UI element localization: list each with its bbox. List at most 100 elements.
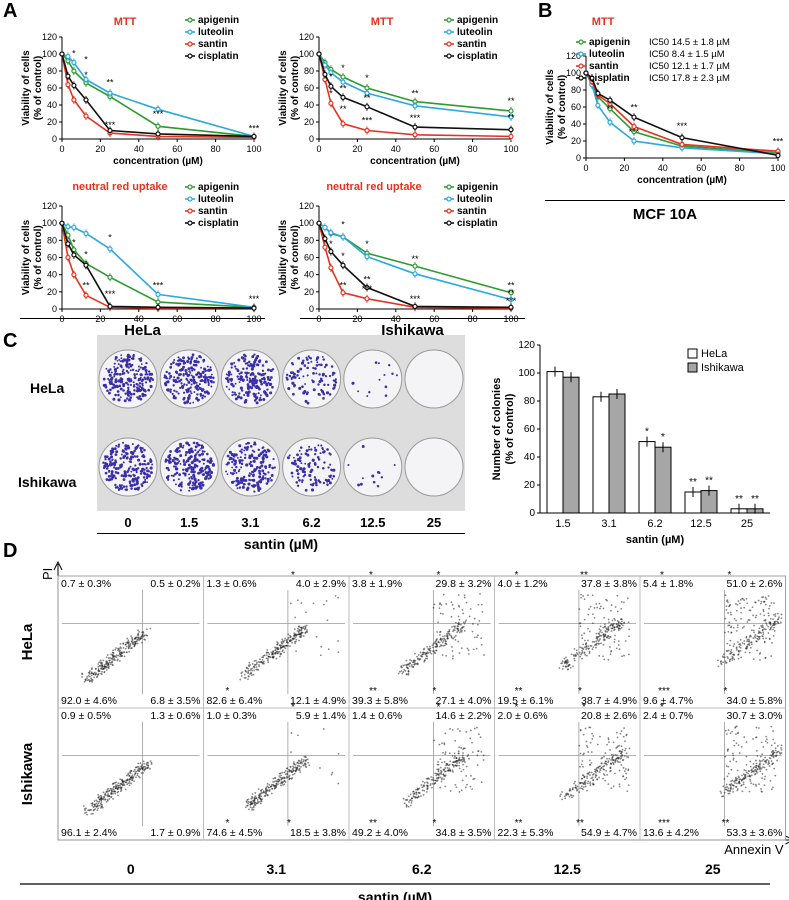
event-dot: [443, 778, 445, 781]
event-dot: [607, 629, 610, 632]
significance-mark: ***: [773, 136, 784, 146]
colony-dot: [179, 444, 183, 448]
event-dot: [91, 804, 94, 807]
event-dot: [456, 764, 458, 767]
event-dot: [596, 778, 598, 781]
event-dot: [750, 768, 753, 771]
event-dot: [761, 624, 764, 627]
event-dot: [407, 663, 410, 666]
colony-dot: [146, 481, 148, 484]
event-dot: [737, 657, 740, 660]
event-dot: [625, 777, 628, 779]
event-dot: [623, 727, 626, 730]
event-dot: [133, 768, 136, 771]
event-dot: [736, 789, 739, 792]
significance-mark: **: [411, 89, 419, 99]
event-dot: [741, 642, 744, 644]
event-dot: [439, 638, 442, 641]
event-dot: [603, 626, 606, 628]
event-dot: [425, 652, 428, 654]
event-dot: [444, 732, 447, 735]
event-dot: [113, 790, 116, 793]
colony-dot: [200, 466, 204, 470]
point-santin: [340, 290, 346, 296]
event-dot: [418, 791, 420, 794]
event-dot: [475, 647, 478, 650]
event-dot: [739, 638, 742, 641]
colony-dot: [148, 380, 152, 383]
colony-dot: [117, 488, 121, 491]
colony-dot: [139, 385, 142, 388]
point-luteolin: [340, 79, 346, 85]
event-dot: [271, 787, 274, 790]
event-dot: [591, 732, 593, 735]
colony-dot: [144, 478, 147, 481]
colony-dot: [230, 377, 233, 381]
event-dot: [607, 634, 609, 637]
event-dot: [133, 640, 136, 643]
event-dot: [771, 641, 773, 644]
event-dot: [287, 638, 289, 640]
event-dot: [617, 629, 620, 632]
colony-dot: [231, 460, 234, 464]
quadrant-upper-left: 2.4 ± 0.7%: [643, 710, 693, 722]
event-dot: [468, 757, 470, 760]
colony-dot: [198, 449, 201, 452]
event-dot: [90, 678, 93, 681]
event-dot: [100, 795, 103, 798]
event-dot: [586, 746, 589, 749]
colony-dot: [265, 482, 269, 485]
event-dot: [591, 776, 594, 779]
event-dot: [738, 782, 741, 785]
point-apigenin: [155, 123, 161, 129]
colony-dot: [227, 370, 231, 374]
event-dot: [286, 772, 289, 775]
event-dot: [263, 660, 265, 663]
event-dot: [251, 807, 254, 809]
point-cisplatin: [83, 97, 89, 103]
annexin-arrow-icon: [785, 835, 789, 845]
event-dot: [729, 784, 732, 787]
colony-dot: [233, 462, 237, 466]
colony-dot: [232, 458, 235, 461]
event-dot: [617, 644, 620, 646]
y-axis-label: Viability of cells(% of control): [278, 219, 301, 295]
event-dot: [444, 767, 447, 769]
event-dot: [97, 663, 100, 665]
event-dot: [586, 775, 588, 778]
event-dot: [277, 783, 279, 786]
event-dot: [283, 644, 286, 647]
event-dot: [734, 602, 737, 605]
event-dot: [94, 667, 97, 670]
event-dot: [268, 783, 271, 786]
colony-dot: [102, 461, 105, 464]
y-axis-label: Viability of cells(% of control): [545, 69, 568, 145]
event-dot: [267, 651, 270, 654]
event-dot: [476, 764, 479, 767]
colony-dot: [163, 374, 166, 377]
event-dot: [476, 623, 479, 626]
colony-dot: [176, 380, 179, 384]
event-dot: [595, 642, 598, 645]
event-dot: [112, 651, 115, 654]
event-dot: [582, 786, 585, 788]
event-dot: [565, 794, 567, 796]
event-dot: [591, 613, 594, 616]
event-dot: [93, 676, 96, 679]
event-dot: [401, 672, 404, 675]
colony-dot: [295, 469, 299, 473]
event-dot: [592, 646, 595, 649]
event-dot: [415, 793, 418, 796]
event-dot: [624, 740, 626, 743]
event-dot: [745, 597, 748, 600]
colony-dot: [168, 457, 172, 461]
colony-dot: [304, 383, 306, 385]
colony-dot: [203, 390, 207, 394]
point-luteolin: [412, 271, 418, 277]
colony-dot: [347, 463, 350, 467]
event-dot: [596, 636, 599, 639]
legend-label-luteolin: luteolin: [457, 194, 493, 205]
colony-dot: [300, 453, 303, 456]
